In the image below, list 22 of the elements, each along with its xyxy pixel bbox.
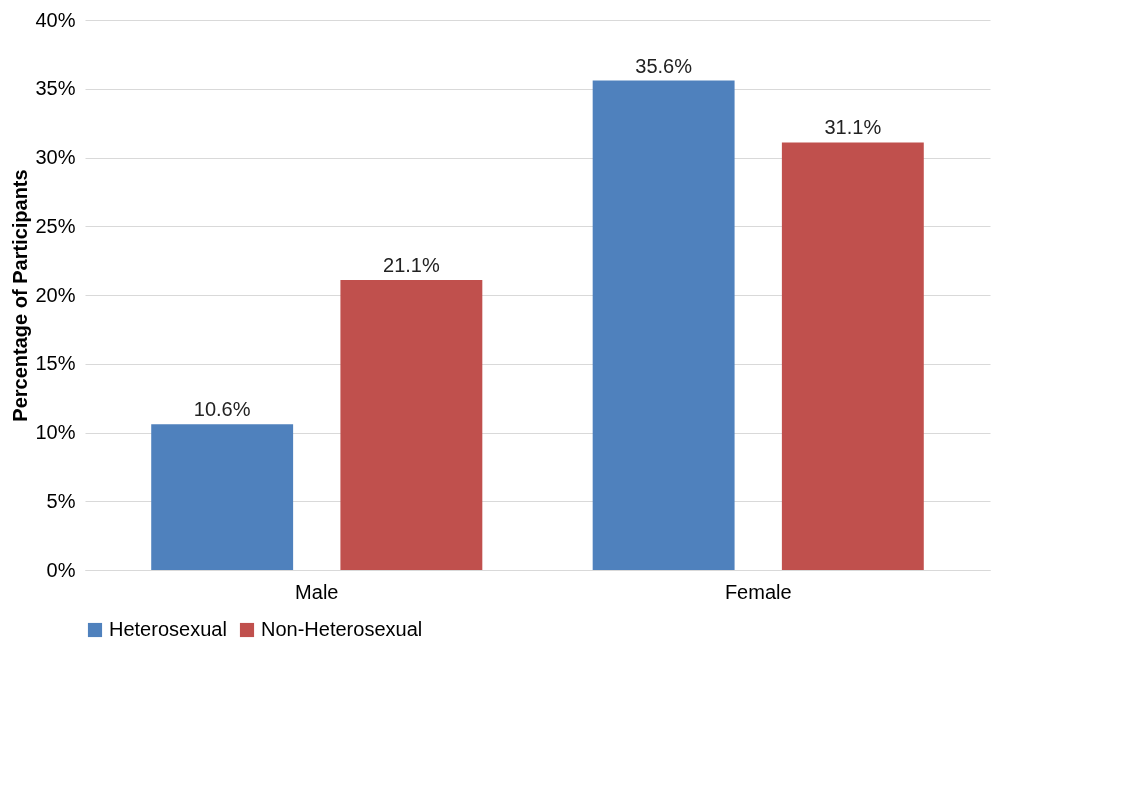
x-tick-label: Female (724, 580, 792, 603)
legend-label: Heterosexual (109, 618, 227, 640)
y-tick-label: 35% (35, 77, 76, 100)
bar (592, 80, 735, 570)
y-tick-label: 30% (35, 146, 76, 168)
y-tick-label: 20% (35, 283, 76, 306)
y-tick-label: 5% (46, 489, 76, 512)
bar (781, 142, 924, 570)
y-tick-label: 15% (35, 352, 76, 375)
text: 35.6% (635, 54, 692, 77)
text: 21.1% (383, 253, 440, 276)
y-tick-label: 40% (35, 8, 76, 31)
x-tick-label: Male (295, 580, 339, 603)
bar (340, 279, 483, 570)
y-tick-label: 0% (46, 558, 76, 581)
text: 10.6% (193, 398, 251, 421)
y-axis-title: Percentage of Participants (9, 169, 32, 422)
legend-label: Non-Heterosexual (261, 618, 423, 640)
y-tick-label: 10% (35, 421, 76, 443)
bar (151, 424, 294, 570)
y-tick-label: 25% (35, 214, 76, 237)
text: 31.1% (824, 116, 882, 139)
